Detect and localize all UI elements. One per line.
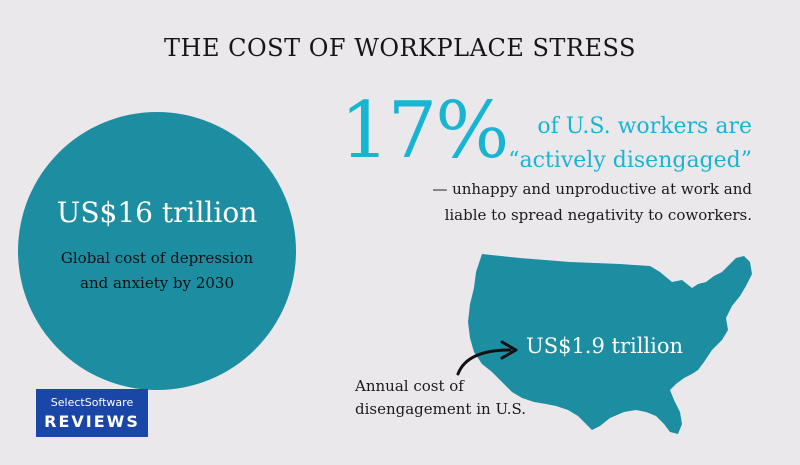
- disengaged-text-line1: of U.S. workers are: [537, 114, 752, 139]
- us-cost-caption-line1: Annual cost of: [355, 377, 464, 395]
- us-cost-caption-line2: disengagement in U.S.: [355, 400, 526, 418]
- disengaged-text-line2: “actively disengaged”: [508, 148, 752, 173]
- us-cost-value: US$1.9 trillion: [526, 334, 684, 358]
- global-cost-caption: Global cost of depression and anxiety by…: [18, 246, 296, 296]
- global-cost-value: US$16 trillion: [56, 196, 258, 229]
- disengaged-percent: 17%: [340, 86, 509, 176]
- selectsoftware-reviews-logo: SelectSoftware REVIEWS: [36, 389, 148, 437]
- us-cost-caption: Annual cost of disengagement in U.S.: [355, 375, 526, 421]
- usa-map-icon: [468, 254, 752, 434]
- logo-line2: REVIEWS: [44, 412, 140, 431]
- disengaged-detail-line1: — unhappy and unproductive at work and: [432, 180, 752, 198]
- logo-line1: SelectSoftware: [50, 396, 134, 409]
- global-cost-caption-line1: Global cost of depression: [60, 249, 254, 267]
- disengaged-detail: — unhappy and unproductive at work and l…: [432, 176, 752, 228]
- page-title: THE COST OF WORKPLACE STRESS: [164, 34, 636, 62]
- disengaged-text: of U.S. workers are “actively disengaged…: [508, 110, 752, 178]
- global-cost-caption-line2: and anxiety by 2030: [80, 274, 234, 292]
- curved-arrow-icon: [456, 340, 518, 376]
- disengaged-detail-line2: liable to spread negativity to coworkers…: [444, 206, 752, 224]
- global-cost-circle: [18, 112, 296, 390]
